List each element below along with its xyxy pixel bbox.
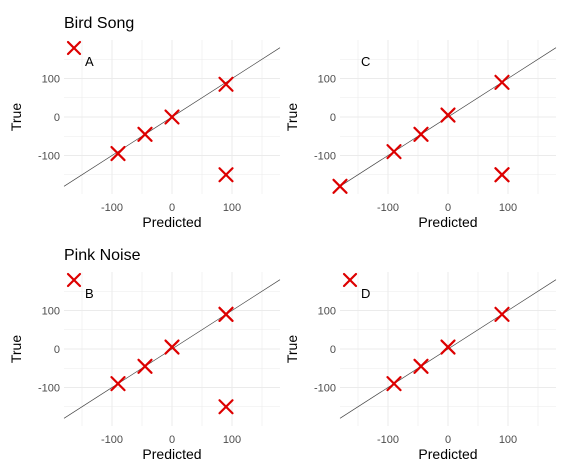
x-tick-label: -100 (377, 434, 399, 446)
x-tick-label: 0 (445, 434, 451, 446)
data-point (440, 339, 456, 355)
data-point-stroke-b (440, 107, 456, 123)
panel-a: -100 0 100 -100 0 100 Predicted True A (8, 40, 281, 230)
y-tick-label: 100 (42, 306, 60, 318)
data-point (218, 167, 234, 183)
data-point (218, 76, 234, 92)
data-point-stroke-b (218, 76, 234, 92)
identity-line (63, 279, 281, 419)
data-point-stroke-b (440, 339, 456, 355)
data-point (137, 358, 153, 374)
data-point-stroke-b (164, 339, 180, 355)
data-point-stroke-b (218, 167, 234, 183)
data-point-stroke-b (332, 178, 348, 194)
x-tick-label: 100 (499, 202, 517, 214)
legend-marker (66, 40, 82, 56)
identity-line (339, 47, 557, 187)
y-tick-label: 0 (330, 112, 336, 124)
y-tick-label: 0 (54, 344, 60, 356)
x-axis-title: Predicted (418, 214, 477, 230)
y-tick-label: -100 (314, 383, 336, 395)
data-point (386, 376, 402, 392)
panel-b: -100 0 100 -100 0 100 Predicted True B (8, 272, 281, 462)
x-tick-label: 100 (499, 434, 517, 446)
y-axis-title: True (8, 335, 24, 363)
data-point (110, 376, 126, 392)
y-axis-title: True (8, 103, 24, 131)
y-tick-label: 100 (318, 306, 336, 318)
identity-line (339, 279, 557, 419)
section-title-bird-song: Bird Song (64, 15, 134, 32)
data-point-stroke-b (137, 358, 153, 374)
y-tick-label: -100 (38, 383, 60, 395)
y-tick-label: -100 (314, 151, 336, 163)
y-axis-title: True (284, 103, 300, 131)
y-tick-label: 100 (318, 74, 336, 86)
data-point-stroke-b (110, 145, 126, 162)
data-point (218, 306, 234, 322)
x-tick-label: -100 (101, 434, 123, 446)
panel-c: -100 0 100 -100 0 100 Predicted True C (284, 40, 557, 230)
data-point (413, 126, 429, 142)
data-point-stroke-b (386, 376, 402, 392)
y-tick-label: 100 (42, 74, 60, 86)
data-point-stroke-b (413, 358, 429, 374)
panel-letter: C (361, 54, 370, 69)
data-point-stroke-b (137, 126, 153, 142)
x-tick-label: 100 (223, 202, 241, 214)
x-tick-label: 0 (169, 434, 175, 446)
data-point-stroke-b (218, 306, 234, 322)
data-point-stroke-b (494, 167, 510, 183)
legend-marker (342, 272, 358, 288)
data-point (110, 145, 126, 162)
x-tick-label: 0 (169, 202, 175, 214)
data-point (413, 358, 429, 374)
data-point (332, 178, 348, 194)
legend-marker (66, 272, 82, 288)
y-axis-title: True (284, 335, 300, 363)
x-tick-label: -100 (101, 202, 123, 214)
data-point-stroke-b (164, 109, 180, 125)
data-point-stroke-b (110, 376, 126, 392)
panel-letter: A (85, 54, 94, 69)
data-point (164, 109, 180, 125)
data-point (164, 339, 180, 355)
data-point-stroke-b (386, 144, 402, 160)
x-tick-label: 100 (223, 434, 241, 446)
data-point (494, 167, 510, 183)
y-tick-label: 0 (330, 344, 336, 356)
x-tick-label: -100 (377, 202, 399, 214)
data-point (440, 107, 456, 123)
data-point-stroke-b (494, 74, 510, 90)
x-axis-title: Predicted (418, 446, 477, 462)
data-point (386, 144, 402, 160)
legend-marker-stroke-b (66, 40, 82, 56)
section-title-pink-noise: Pink Noise (64, 247, 141, 264)
data-point-stroke-b (494, 306, 510, 322)
data-point-stroke-b (413, 126, 429, 142)
data-point (494, 306, 510, 322)
data-point (218, 399, 234, 415)
data-point-stroke-b (218, 399, 234, 415)
x-axis-title: Predicted (142, 214, 201, 230)
panel-d: -100 0 100 -100 0 100 Predicted True D (284, 272, 557, 462)
panel-letter: D (361, 286, 370, 301)
x-tick-label: 0 (445, 202, 451, 214)
y-tick-label: -100 (38, 151, 60, 163)
data-point (494, 74, 510, 90)
x-axis-title: Predicted (142, 446, 201, 462)
legend-marker-stroke-b (342, 272, 358, 288)
data-point (137, 126, 153, 142)
panel-letter: B (85, 286, 94, 301)
y-tick-label: 0 (54, 112, 60, 124)
legend-marker-stroke-b (66, 272, 82, 288)
